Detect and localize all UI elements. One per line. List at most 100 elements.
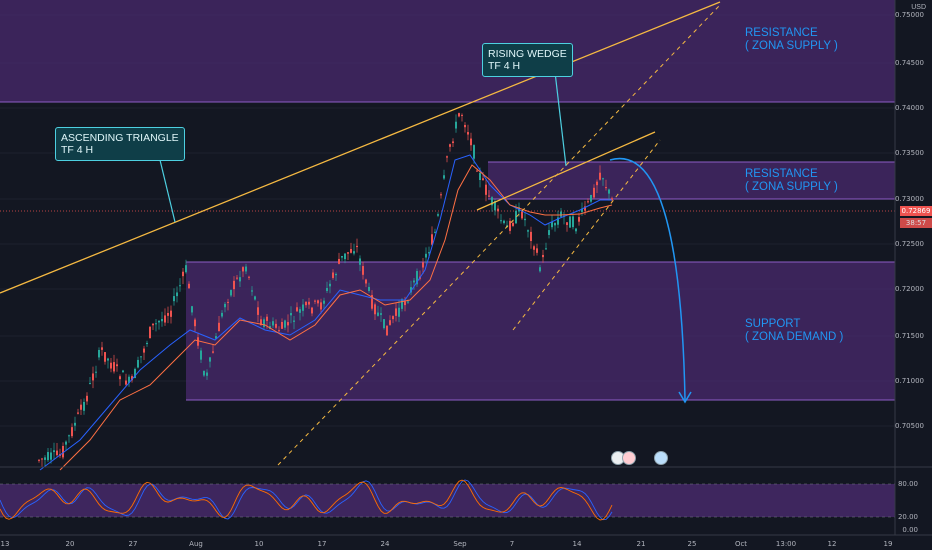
candle-body (119, 376, 121, 380)
candle-body (365, 279, 367, 284)
price-tick: 0.74500 (895, 59, 924, 67)
resistance-top-label: RESISTANCE ( ZONA SUPPLY ) (745, 27, 838, 52)
candle-body (236, 277, 238, 279)
candle-body (449, 144, 451, 147)
candle-body (485, 184, 487, 195)
candle-body (554, 223, 556, 226)
price-tick: 0.72000 (895, 285, 924, 293)
candle-body (182, 271, 184, 277)
candle-body (353, 251, 355, 254)
projection-arrow (609, 157, 686, 401)
candle-body (287, 322, 289, 326)
oscillator-line (0, 479, 613, 521)
candle-body (548, 230, 550, 235)
candle-body (80, 404, 82, 410)
time-tick: 7 (509, 540, 515, 548)
candle-body (101, 347, 103, 350)
candle-body (98, 350, 100, 358)
candle-body (569, 216, 571, 228)
stochastic-oscillator (0, 479, 613, 521)
candle-body (272, 321, 274, 326)
price-tick: 0.71000 (895, 377, 924, 385)
price-tick: 0.75000 (895, 11, 924, 19)
candle-body (197, 337, 199, 346)
candle-body (323, 300, 325, 304)
candle-body (611, 198, 613, 200)
time-tick: 10 (254, 540, 264, 548)
resistance-zone-top[interactable] (0, 0, 895, 102)
candle-body (275, 323, 277, 328)
time-tick: 21 (636, 540, 646, 548)
candle-body (200, 350, 202, 360)
candle-body (110, 362, 112, 369)
candle-body (65, 441, 67, 445)
candle-body (509, 220, 511, 231)
oscillator-tick: 0.00 (902, 526, 918, 534)
moving-average-orange (59, 164, 613, 471)
candle-body (431, 234, 433, 245)
candle-body (407, 301, 409, 303)
candle-body (596, 181, 598, 186)
candle-body (452, 141, 454, 144)
candle-body (107, 358, 109, 361)
candle-body (284, 320, 286, 328)
candle-body (167, 312, 169, 316)
oscillator-line (0, 479, 613, 521)
candle-body (152, 323, 154, 326)
candle-body (440, 194, 442, 196)
rising-wedge-callout[interactable]: RISING WEDGE TF 4 H (482, 43, 573, 77)
candle-body (299, 309, 301, 313)
candle-body (581, 208, 583, 212)
candle-body (212, 351, 214, 353)
time-tick: 19 (883, 540, 893, 548)
candle-body (305, 301, 307, 306)
price-tick: 0.72500 (895, 240, 924, 248)
candle-body (296, 307, 298, 312)
candle-body (332, 272, 334, 278)
candle-body (161, 318, 163, 322)
economic-event-icon[interactable] (654, 451, 668, 465)
candle-body (386, 325, 388, 336)
candle-body (74, 422, 76, 426)
candle-body (242, 267, 244, 272)
candle-body (218, 322, 220, 332)
economic-event-icon[interactable] (622, 451, 636, 465)
candle-body (491, 197, 493, 206)
candle-body (146, 342, 148, 345)
candle-body (605, 187, 607, 189)
candle-body (356, 245, 358, 248)
candle-body (395, 308, 397, 316)
candle-body (326, 288, 328, 292)
time-tick: Aug (189, 540, 203, 548)
time-tick: 27 (128, 540, 138, 548)
candle-body (149, 326, 151, 339)
candle-body (377, 312, 379, 316)
candle-body (545, 248, 547, 250)
candle-body (578, 217, 580, 222)
candle-body (158, 320, 160, 323)
time-tick: 25 (687, 540, 697, 548)
candle-body (458, 113, 460, 117)
candle-body (470, 138, 472, 146)
price-tick: 0.73000 (895, 195, 924, 203)
time-tick: 20 (65, 540, 75, 548)
price-tick: 0.70500 (895, 422, 924, 430)
candle-body (320, 302, 322, 310)
currency-label: USD (911, 4, 926, 11)
candle-body (230, 290, 232, 296)
candle-body (446, 156, 448, 158)
candle-body (329, 283, 331, 287)
candle-body (608, 189, 610, 194)
candle-body (515, 210, 517, 224)
candle-body (185, 265, 187, 273)
candle-body (47, 452, 49, 461)
resistance-zone-mid[interactable] (488, 162, 895, 199)
time-tick: 12 (827, 540, 837, 548)
candle-body (254, 296, 256, 300)
candle-body (311, 307, 313, 314)
ascending-triangle-callout[interactable]: ASCENDING TRIANGLE TF 4 H (55, 127, 185, 161)
time-tick: 13 (0, 540, 10, 548)
candle-body (128, 376, 130, 383)
candle-body (383, 319, 385, 329)
